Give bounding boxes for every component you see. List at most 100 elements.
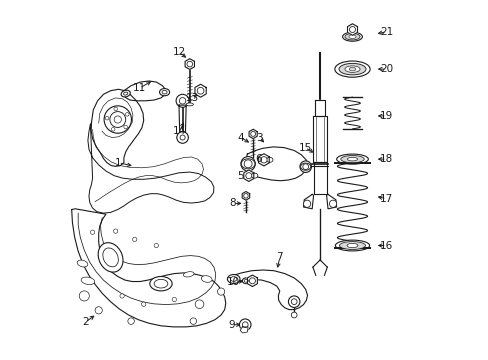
Polygon shape xyxy=(313,162,326,194)
Polygon shape xyxy=(179,105,186,132)
Circle shape xyxy=(260,157,266,163)
Polygon shape xyxy=(314,100,325,116)
Text: 8: 8 xyxy=(229,198,236,208)
Circle shape xyxy=(349,27,355,32)
Polygon shape xyxy=(303,194,313,209)
Circle shape xyxy=(242,322,247,328)
Text: 20: 20 xyxy=(379,64,392,74)
Ellipse shape xyxy=(344,66,359,72)
Ellipse shape xyxy=(266,157,272,162)
Circle shape xyxy=(291,299,296,305)
Circle shape xyxy=(141,302,145,306)
Circle shape xyxy=(113,229,118,233)
Ellipse shape xyxy=(102,248,118,267)
Text: 10: 10 xyxy=(226,276,239,287)
Polygon shape xyxy=(248,129,257,139)
Text: 5: 5 xyxy=(237,171,244,181)
Text: 12: 12 xyxy=(172,47,185,57)
Text: 21: 21 xyxy=(379,27,392,37)
Text: 19: 19 xyxy=(379,111,392,121)
Circle shape xyxy=(197,87,203,94)
Polygon shape xyxy=(240,327,247,333)
Ellipse shape xyxy=(335,240,369,251)
Text: 18: 18 xyxy=(379,154,392,164)
Circle shape xyxy=(245,173,251,179)
Polygon shape xyxy=(91,89,143,166)
Circle shape xyxy=(180,135,185,140)
Ellipse shape xyxy=(346,243,357,248)
Text: 15: 15 xyxy=(298,143,311,153)
Ellipse shape xyxy=(81,277,95,284)
Circle shape xyxy=(125,113,129,116)
Ellipse shape xyxy=(241,159,254,169)
Circle shape xyxy=(105,116,109,120)
Circle shape xyxy=(111,127,115,131)
Ellipse shape xyxy=(121,90,130,97)
Polygon shape xyxy=(72,209,225,327)
Circle shape xyxy=(172,297,176,302)
Polygon shape xyxy=(244,170,253,181)
Circle shape xyxy=(132,237,137,242)
Text: 6: 6 xyxy=(255,154,262,164)
Circle shape xyxy=(114,107,117,111)
Ellipse shape xyxy=(334,61,369,77)
Circle shape xyxy=(177,132,188,143)
Text: 17: 17 xyxy=(379,194,392,204)
Polygon shape xyxy=(88,124,213,213)
Circle shape xyxy=(95,307,102,314)
Ellipse shape xyxy=(251,173,257,178)
Ellipse shape xyxy=(348,67,355,71)
Circle shape xyxy=(186,61,192,67)
Ellipse shape xyxy=(244,279,248,282)
Text: 7: 7 xyxy=(276,252,283,262)
Ellipse shape xyxy=(338,63,365,75)
Circle shape xyxy=(303,200,310,207)
Polygon shape xyxy=(326,194,336,209)
Ellipse shape xyxy=(77,260,88,267)
Ellipse shape xyxy=(149,276,172,291)
Circle shape xyxy=(154,243,158,248)
Ellipse shape xyxy=(230,276,237,282)
Ellipse shape xyxy=(183,272,194,277)
Polygon shape xyxy=(195,84,206,97)
Circle shape xyxy=(217,288,224,295)
Ellipse shape xyxy=(336,154,367,164)
Polygon shape xyxy=(258,154,269,166)
Circle shape xyxy=(179,98,185,104)
Text: 14: 14 xyxy=(173,126,186,136)
Circle shape xyxy=(288,296,299,307)
Circle shape xyxy=(239,319,250,330)
Text: 13: 13 xyxy=(185,93,199,103)
Polygon shape xyxy=(242,192,249,200)
Ellipse shape xyxy=(342,32,362,41)
Circle shape xyxy=(90,230,95,234)
Polygon shape xyxy=(312,116,326,162)
Ellipse shape xyxy=(344,33,359,40)
Circle shape xyxy=(195,300,203,309)
Ellipse shape xyxy=(347,157,357,161)
Ellipse shape xyxy=(242,278,250,284)
Ellipse shape xyxy=(98,243,123,272)
Circle shape xyxy=(241,157,255,171)
Ellipse shape xyxy=(340,156,364,163)
Circle shape xyxy=(291,312,296,318)
Ellipse shape xyxy=(300,163,310,170)
Text: 4: 4 xyxy=(237,132,244,143)
Text: 11: 11 xyxy=(132,83,146,93)
Polygon shape xyxy=(185,59,194,69)
Ellipse shape xyxy=(123,92,127,95)
Circle shape xyxy=(110,112,125,127)
Circle shape xyxy=(114,116,121,123)
Polygon shape xyxy=(123,81,166,101)
Circle shape xyxy=(244,160,251,168)
Circle shape xyxy=(250,131,255,136)
Circle shape xyxy=(190,318,196,324)
Text: 9: 9 xyxy=(228,320,235,330)
Circle shape xyxy=(302,164,308,170)
Ellipse shape xyxy=(348,35,355,39)
Ellipse shape xyxy=(159,89,169,96)
Ellipse shape xyxy=(186,103,193,106)
Circle shape xyxy=(299,161,311,172)
Ellipse shape xyxy=(339,242,365,249)
Text: 1: 1 xyxy=(115,158,122,168)
